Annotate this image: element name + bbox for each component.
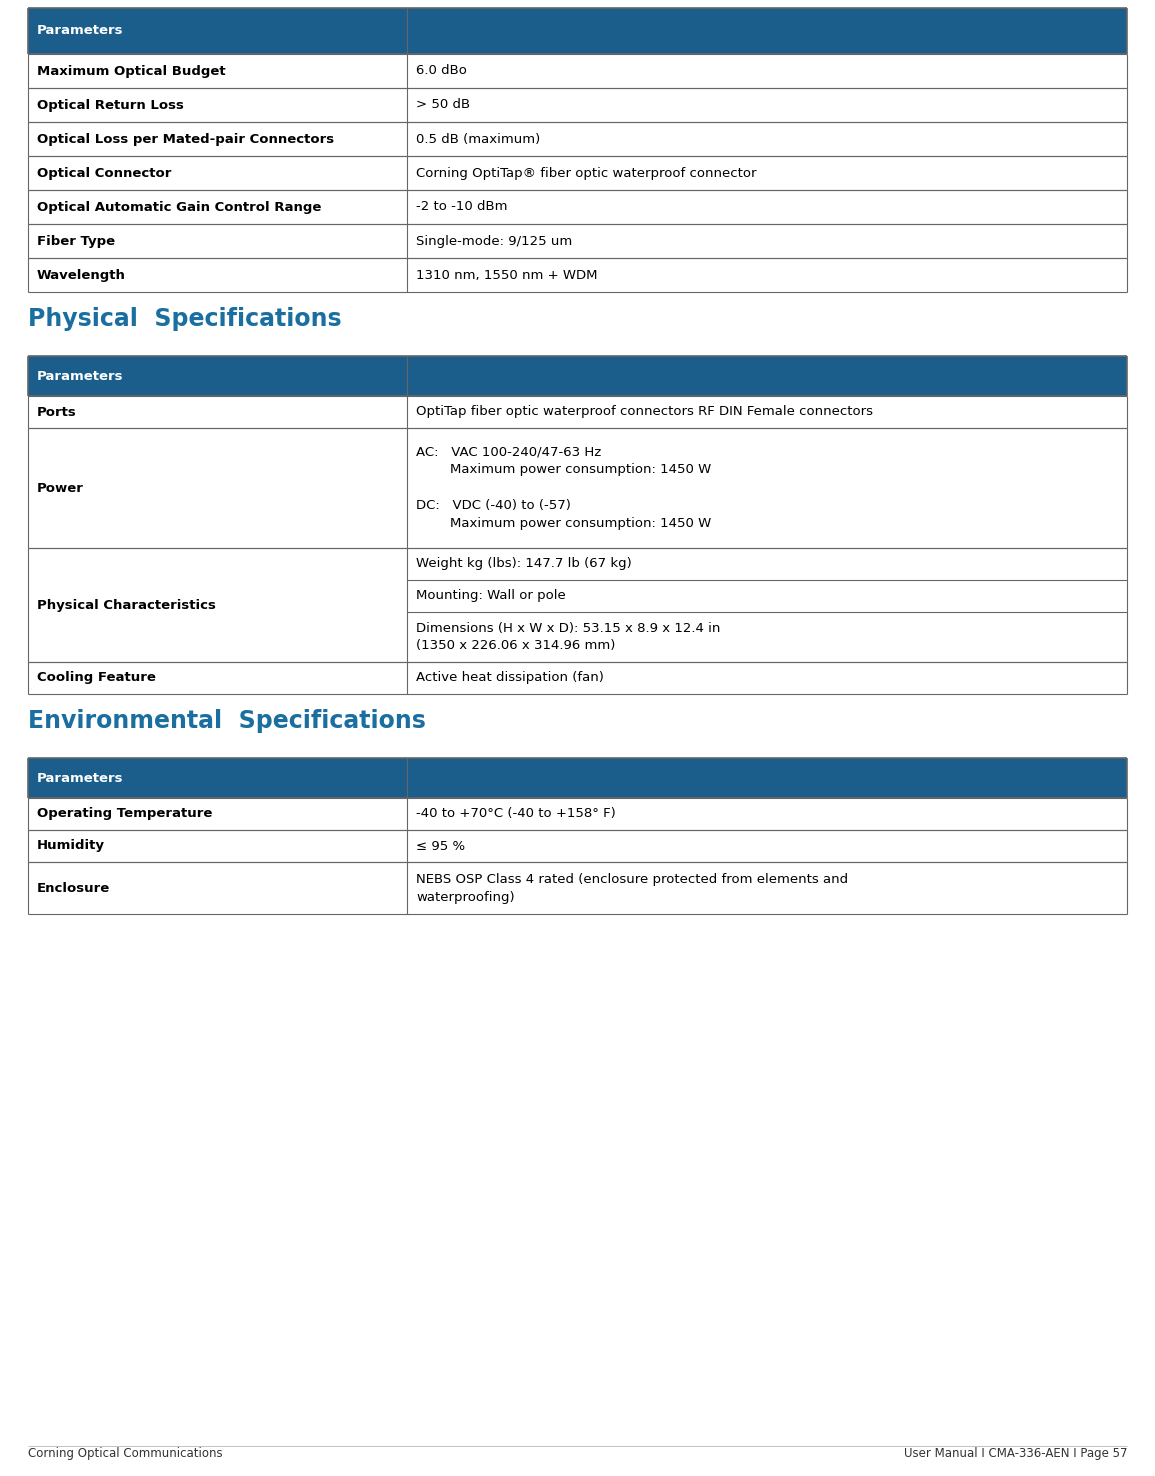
Text: Optical Return Loss: Optical Return Loss <box>37 99 184 112</box>
Text: ≤ 95 %: ≤ 95 % <box>416 840 465 853</box>
Bar <box>28 356 1127 396</box>
Text: 6.0 dBo: 6.0 dBo <box>416 65 467 78</box>
Bar <box>28 799 1127 830</box>
Bar <box>28 663 1127 694</box>
Text: -40 to +70°C (-40 to +158° F): -40 to +70°C (-40 to +158° F) <box>416 807 616 821</box>
Text: 1310 nm, 1550 nm + WDM: 1310 nm, 1550 nm + WDM <box>416 269 597 282</box>
Text: Operating Temperature: Operating Temperature <box>37 807 213 821</box>
Text: User Manual I CMA-336-AEN I Page 57: User Manual I CMA-336-AEN I Page 57 <box>903 1448 1127 1460</box>
Bar <box>28 156 1127 190</box>
Text: Physical Characteristics: Physical Characteristics <box>37 598 216 611</box>
Bar <box>28 224 1127 258</box>
Bar <box>28 862 1127 914</box>
Bar <box>28 89 1127 123</box>
Text: Optical Loss per Mated-pair Connectors: Optical Loss per Mated-pair Connectors <box>37 133 334 146</box>
Bar <box>28 55 1127 89</box>
Bar <box>28 428 1127 548</box>
Text: Parameters: Parameters <box>37 772 124 785</box>
Text: Corning OptiTap® fiber optic waterproof connector: Corning OptiTap® fiber optic waterproof … <box>416 167 757 180</box>
Text: 0.5 dB (maximum): 0.5 dB (maximum) <box>416 133 541 146</box>
Bar <box>28 548 1127 663</box>
Text: OptiTap fiber optic waterproof connectors RF DIN Female connectors: OptiTap fiber optic waterproof connector… <box>416 406 873 419</box>
Text: NEBS OSP Class 4 rated (enclosure protected from elements and
waterproofing): NEBS OSP Class 4 rated (enclosure protec… <box>416 872 848 903</box>
Text: Parameters: Parameters <box>37 369 124 382</box>
Bar <box>28 396 1127 428</box>
Bar <box>28 190 1127 224</box>
Text: Single-mode: 9/125 um: Single-mode: 9/125 um <box>416 235 573 248</box>
Bar <box>28 123 1127 156</box>
Text: Wavelength: Wavelength <box>37 269 126 282</box>
Text: Maximum Optical Budget: Maximum Optical Budget <box>37 65 225 78</box>
Bar <box>28 759 1127 799</box>
Text: Parameters: Parameters <box>37 25 124 37</box>
Bar <box>28 7 1127 55</box>
Text: Ports: Ports <box>37 406 76 419</box>
Text: Corning Optical Communications: Corning Optical Communications <box>28 1448 223 1460</box>
Text: Humidity: Humidity <box>37 840 105 853</box>
Bar <box>28 258 1127 292</box>
Text: Weight kg (lbs): 147.7 lb (67 kg): Weight kg (lbs): 147.7 lb (67 kg) <box>416 558 632 571</box>
Text: Mounting: Wall or pole: Mounting: Wall or pole <box>416 589 566 602</box>
Text: Fiber Type: Fiber Type <box>37 235 116 248</box>
Text: AC:   VAC 100-240/47-63 Hz
        Maximum power consumption: 1450 W

DC:   VDC : AC: VAC 100-240/47-63 Hz Maximum power c… <box>416 446 711 530</box>
Text: Cooling Feature: Cooling Feature <box>37 672 156 685</box>
Text: Optical Automatic Gain Control Range: Optical Automatic Gain Control Range <box>37 201 321 214</box>
Text: Environmental  Specifications: Environmental Specifications <box>28 708 426 734</box>
Text: -2 to -10 dBm: -2 to -10 dBm <box>416 201 508 214</box>
Text: Power: Power <box>37 481 84 494</box>
Bar <box>28 830 1127 862</box>
Text: Dimensions (H x W x D): 53.15 x 8.9 x 12.4 in
(1350 x 226.06 x 314.96 mm): Dimensions (H x W x D): 53.15 x 8.9 x 12… <box>416 621 721 652</box>
Text: Physical  Specifications: Physical Specifications <box>28 307 342 331</box>
Text: Active heat dissipation (fan): Active heat dissipation (fan) <box>416 672 604 685</box>
Text: > 50 dB: > 50 dB <box>416 99 470 112</box>
Text: Optical Connector: Optical Connector <box>37 167 171 180</box>
Text: Enclosure: Enclosure <box>37 881 110 894</box>
